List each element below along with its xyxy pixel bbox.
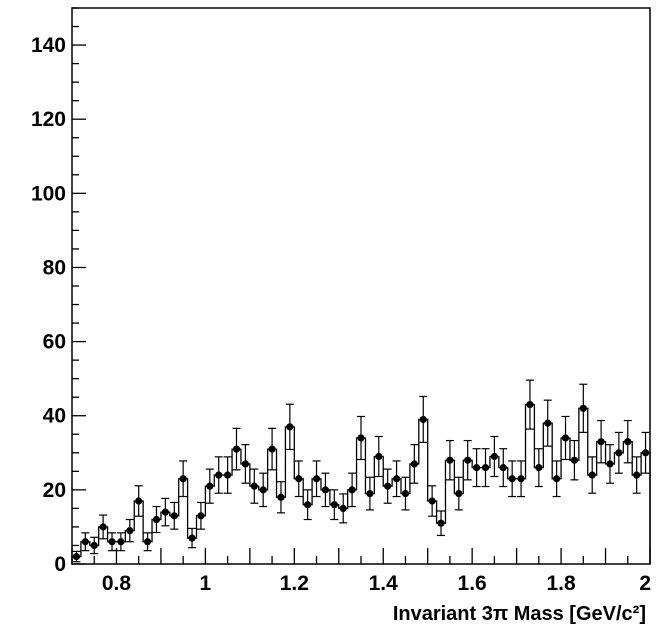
y-tick-label: 0 — [54, 553, 66, 576]
data-point — [232, 445, 241, 453]
data-point — [268, 445, 276, 453]
data-point — [561, 434, 570, 442]
data-points — [72, 401, 650, 561]
data-point — [170, 512, 178, 520]
data-point — [277, 493, 285, 501]
data-point — [72, 552, 81, 561]
data-point — [570, 456, 579, 464]
data-point — [135, 497, 143, 505]
data-point — [348, 486, 356, 494]
data-point — [152, 515, 161, 524]
x-tick-label: 2 — [639, 572, 651, 595]
data-point — [295, 475, 303, 483]
data-point — [357, 434, 365, 442]
y-axis: 0 20 40 60 80 100 120 140 — [31, 7, 86, 576]
data-point — [392, 475, 401, 483]
data-point — [90, 541, 98, 550]
x-axis: 0.8 1 1.2 1.4 1.6 1.8 2 — [71, 548, 651, 595]
data-point — [339, 504, 347, 512]
data-point — [161, 508, 169, 516]
data-point — [206, 482, 214, 490]
data-point — [188, 534, 196, 542]
data-point — [517, 475, 525, 483]
data-point — [446, 456, 454, 464]
data-point — [241, 460, 249, 468]
data-point — [526, 401, 534, 409]
data-point — [286, 423, 294, 431]
data-point — [597, 438, 605, 446]
data-point — [544, 419, 552, 427]
y-tick-label: 140 — [31, 34, 66, 57]
data-point — [99, 523, 107, 531]
data-point — [321, 486, 330, 494]
data-point — [473, 464, 481, 472]
data-point — [312, 475, 321, 483]
y-tick-label: 40 — [43, 405, 66, 428]
data-point — [384, 482, 392, 490]
data-point — [419, 415, 427, 424]
data-point — [606, 460, 614, 468]
data-point — [117, 538, 125, 546]
data-point — [464, 456, 472, 464]
data-point — [410, 460, 418, 468]
data-point — [615, 449, 623, 457]
data-point — [401, 489, 410, 498]
data-point — [553, 475, 561, 483]
plot-frame — [71, 7, 651, 565]
data-point — [588, 471, 596, 479]
data-point — [481, 464, 490, 472]
x-tick-label: 1.6 — [458, 572, 487, 595]
data-point — [490, 452, 498, 461]
data-point — [143, 538, 152, 546]
data-point — [624, 438, 632, 446]
data-point — [330, 501, 338, 509]
data-point — [579, 404, 587, 412]
data-point — [535, 464, 543, 472]
data-point — [224, 471, 232, 479]
x-tick-label: 1.2 — [280, 572, 309, 595]
data-point — [259, 486, 267, 494]
data-point — [428, 497, 436, 505]
x-axis-title: Invariant 3π Mass [GeV/c²] — [393, 603, 646, 625]
y-tick-label: 60 — [43, 331, 66, 354]
data-point — [304, 501, 312, 509]
x-tick-label: 1 — [200, 572, 212, 595]
data-point — [455, 489, 463, 498]
data-point — [366, 489, 374, 498]
data-point — [437, 519, 445, 527]
error-bars — [72, 379, 650, 563]
data-point — [215, 471, 223, 479]
data-point — [126, 527, 134, 535]
y-tick-label: 20 — [43, 479, 66, 502]
data-point — [633, 471, 641, 479]
x-tick-label: 1.4 — [369, 572, 399, 595]
data-point — [197, 512, 205, 520]
x-tick-label: 0.8 — [102, 572, 132, 595]
data-point — [508, 475, 516, 483]
data-point — [375, 452, 383, 461]
y-tick-label: 120 — [31, 108, 66, 131]
data-point — [499, 464, 507, 472]
data-point — [250, 482, 258, 490]
data-point — [179, 475, 187, 483]
x-tick-label: 1.8 — [546, 572, 576, 595]
data-point — [81, 538, 89, 546]
data-point — [641, 449, 650, 457]
y-tick-label: 80 — [43, 256, 66, 279]
data-point — [108, 538, 116, 546]
y-tick-label: 100 — [31, 182, 66, 205]
